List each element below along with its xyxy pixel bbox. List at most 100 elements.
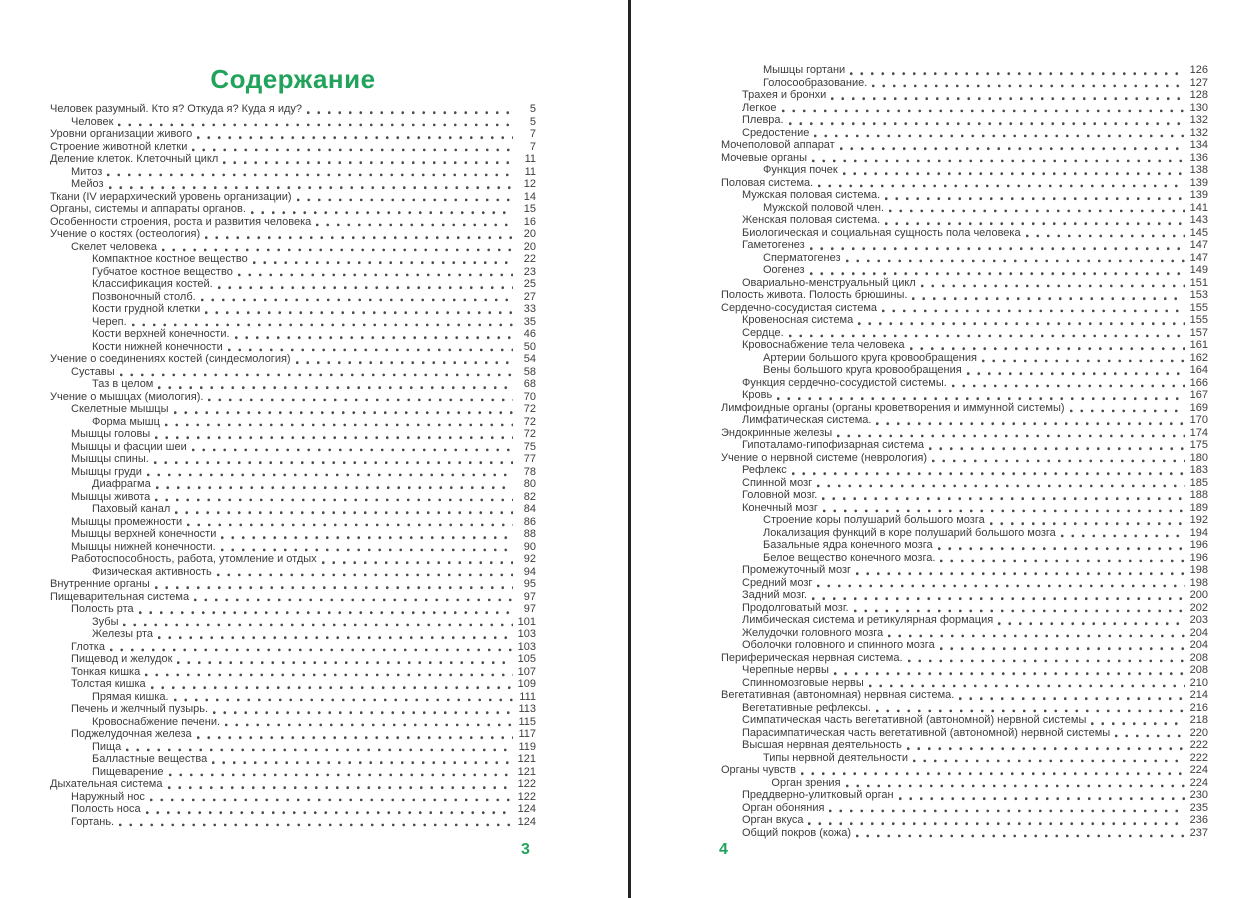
toc-entry-label: Орган вкуса bbox=[742, 814, 804, 826]
toc-entry-page: 5 bbox=[529, 115, 536, 128]
toc-entry-page: 218 bbox=[1189, 714, 1208, 726]
dot-leader bbox=[164, 415, 513, 428]
toc-entry-page: 97 bbox=[523, 603, 536, 615]
toc-entry: Череп. 35 bbox=[50, 315, 536, 328]
toc-entry-label: Полость носа bbox=[71, 803, 141, 815]
toc-entry-label: Вегетативные рефлексы. bbox=[742, 701, 871, 714]
toc-entry-label: Пища bbox=[92, 740, 122, 753]
toc-entry: Диафрагма 80 bbox=[50, 478, 536, 491]
toc-entry-page: 130 bbox=[1189, 101, 1208, 114]
toc-entry-label: Гипоталамо-гипофизарная система bbox=[742, 439, 924, 451]
toc-entry: Половая система. 139 bbox=[721, 176, 1208, 189]
toc-entry-label: Внутренние органы bbox=[50, 578, 150, 590]
toc-entry: Гортань. 124 bbox=[50, 815, 536, 828]
toc-entry: Пищевод и желудок 105 bbox=[50, 653, 536, 666]
toc-entry-page: 70 bbox=[523, 390, 536, 403]
dot-leader bbox=[913, 751, 1185, 764]
toc-entry: Плевра. 132 bbox=[721, 114, 1208, 127]
toc-entry-page: 230 bbox=[1189, 789, 1208, 801]
dot-leader bbox=[856, 826, 1185, 839]
toc-entry-page: 95 bbox=[523, 578, 536, 590]
toc-entry: Балластные вещества 121 bbox=[50, 753, 536, 766]
toc-entry-page: 101 bbox=[517, 615, 536, 628]
toc-entry-page: 194 bbox=[1189, 526, 1208, 539]
toc-entry-page: 54 bbox=[523, 353, 536, 365]
toc-entry-label: Мочеполовой аппарат bbox=[721, 139, 835, 151]
toc-entry: Пищеварение 121 bbox=[50, 765, 536, 778]
toc-entry: Строение коры полушарий большого мозга 19… bbox=[721, 514, 1208, 527]
toc-entry-page: 141 bbox=[1189, 201, 1208, 214]
toc-entry-page: 147 bbox=[1189, 239, 1208, 251]
toc-entry: Полость рта 97 bbox=[50, 603, 536, 616]
dot-leader bbox=[872, 76, 1185, 89]
toc-entry-label: Балластные вещества bbox=[92, 753, 208, 765]
toc-entry-label: Типы нервной деятельности bbox=[763, 751, 909, 764]
dot-leader bbox=[196, 728, 513, 741]
toc-entry-label: Преддверно-улитковый орган bbox=[742, 789, 894, 801]
toc-entry-label: Гортань. bbox=[71, 815, 115, 828]
toc-entry: Работоспособность, работа, утомление и о… bbox=[50, 553, 536, 566]
dot-leader bbox=[811, 589, 1185, 602]
dot-leader bbox=[845, 776, 1185, 789]
toc-entry-label: Овариально-менструальный цикл bbox=[742, 276, 916, 289]
toc-entry-label: Мышцы промежности bbox=[71, 515, 183, 528]
toc-entry-page: 235 bbox=[1189, 801, 1208, 814]
dot-leader bbox=[173, 690, 513, 703]
page-number-left: 3 bbox=[521, 841, 530, 858]
toc-entry-label: Вены большого круга кровообращения bbox=[763, 364, 962, 376]
toc-entry-label: Скелетные мышцы bbox=[71, 403, 169, 415]
dot-leader bbox=[808, 814, 1185, 827]
toc-entry-page: 72 bbox=[523, 428, 536, 440]
dot-leader bbox=[868, 676, 1185, 689]
toc-entry: Функция почек 138 bbox=[721, 164, 1208, 177]
toc-entry-label: Органы чувств bbox=[721, 764, 796, 776]
toc-entry: Мочевые органы 136 bbox=[721, 151, 1208, 164]
toc-entry-page: 88 bbox=[523, 528, 536, 540]
dot-leader bbox=[898, 789, 1185, 802]
toc-entry: Органы чувств 224 bbox=[721, 764, 1208, 777]
dot-leader bbox=[145, 803, 513, 816]
toc-entry-page: 119 bbox=[518, 740, 536, 753]
dot-leader bbox=[912, 289, 1185, 302]
toc-entry-label: Голосообразование. bbox=[763, 76, 868, 89]
dot-leader bbox=[155, 428, 513, 441]
toc-list-right: Мышцы гортани 126 Голосообразование. 127 Тра… bbox=[721, 64, 1208, 839]
toc-entry-label: Локализация функций в коре полушарий бол… bbox=[763, 526, 1056, 539]
toc-entry-label: Таз в целом bbox=[92, 378, 154, 390]
dot-leader bbox=[989, 514, 1185, 527]
toc-entry-page: 208 bbox=[1189, 651, 1208, 664]
toc-entry-label: Продолговатый мозг. bbox=[742, 601, 849, 614]
toc-entry: Наружный нос 122 bbox=[50, 790, 536, 803]
dot-leader bbox=[107, 165, 513, 178]
toc-entry-page: 80 bbox=[523, 478, 536, 490]
toc-entry: Мышцы верхней конечности 88 bbox=[50, 528, 536, 541]
toc-entry-label: Лимфатическая система. bbox=[742, 414, 872, 426]
toc-entry-page: 90 bbox=[523, 540, 536, 553]
toc-entry-label: Строение коры полушарий большого мозга bbox=[763, 514, 985, 526]
toc-entry: Мужской половой член. 141 bbox=[721, 201, 1208, 214]
toc-entry: Общий покров (кожа) 237 bbox=[721, 826, 1208, 839]
toc-entry-label: Спинной мозг bbox=[742, 476, 813, 489]
toc-entry: Овариально-менструальный цикл 151 bbox=[721, 276, 1208, 289]
toc-entry-page: 82 bbox=[523, 490, 536, 503]
toc-entry: Кости верхней конечности. 46 bbox=[50, 328, 536, 341]
toc-entry-page: 77 bbox=[523, 453, 536, 465]
dot-leader bbox=[858, 314, 1185, 327]
toc-entry-label: Ткани (IV иерархический уровень организа… bbox=[50, 190, 292, 203]
dot-leader bbox=[885, 214, 1185, 227]
toc-entry-page: 174 bbox=[1189, 426, 1208, 439]
dot-leader bbox=[814, 126, 1185, 139]
dot-leader bbox=[205, 303, 513, 316]
toc-entry-label: Задний мозг. bbox=[742, 589, 807, 601]
toc-entry-label: Строение животной клетки bbox=[50, 140, 188, 153]
dot-leader bbox=[321, 553, 513, 566]
dot-leader bbox=[909, 339, 1185, 352]
toc-entry-label: Функция сердечно-сосудистой системы. bbox=[742, 376, 947, 389]
dot-leader bbox=[108, 178, 513, 191]
toc-entry-label: Спинномозговые нервы bbox=[742, 676, 864, 689]
toc-entry-page: 124 bbox=[517, 815, 536, 828]
toc-entry: Лимфоидные органы (органы кроветворения … bbox=[721, 401, 1208, 414]
toc-title: Содержание bbox=[210, 64, 376, 94]
toc-entry: Человек разумный. Кто я? Откуда я? Куда … bbox=[50, 103, 536, 116]
dot-leader bbox=[822, 501, 1185, 514]
